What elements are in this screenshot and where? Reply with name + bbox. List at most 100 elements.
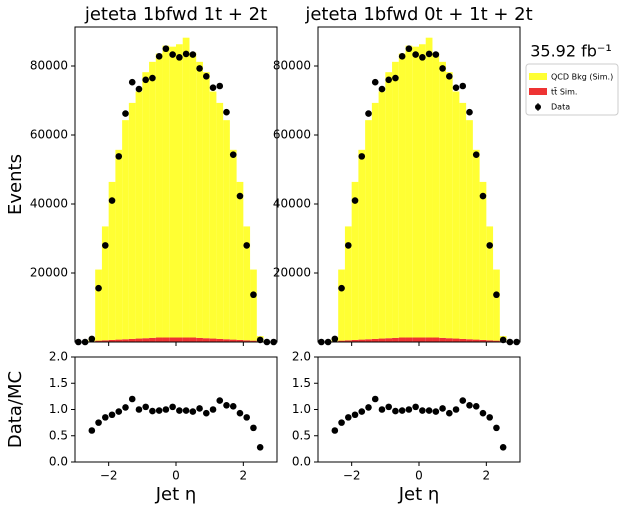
histogram-bar bbox=[236, 181, 244, 340]
data-point bbox=[250, 291, 257, 299]
histogram-bar bbox=[122, 339, 129, 342]
ratio-point bbox=[256, 444, 264, 451]
ratio-point bbox=[378, 406, 386, 413]
histogram-bar bbox=[135, 91, 143, 339]
histogram-bar bbox=[479, 181, 487, 340]
histogram-bar bbox=[169, 337, 176, 342]
histogram-bar bbox=[209, 91, 217, 339]
y-tick-label: 1.0 bbox=[292, 402, 311, 416]
histogram-bar bbox=[452, 338, 460, 342]
y-tick-label: 0.5 bbox=[292, 428, 311, 442]
ratio-point bbox=[95, 419, 102, 426]
histogram-bar bbox=[452, 91, 460, 339]
histogram-bar bbox=[149, 337, 156, 342]
ratio-point bbox=[466, 402, 473, 409]
data-point bbox=[209, 84, 217, 92]
ratio-point bbox=[493, 424, 500, 432]
histogram-bar bbox=[101, 340, 109, 342]
histogram-bar bbox=[365, 120, 372, 340]
data-point bbox=[378, 85, 386, 93]
ratio-point bbox=[385, 403, 393, 411]
ratio-point bbox=[209, 406, 217, 413]
ratio-point bbox=[405, 406, 413, 413]
histogram-bar bbox=[135, 338, 143, 342]
histogram-bar bbox=[493, 340, 500, 342]
data-point bbox=[155, 53, 163, 60]
histogram-bar bbox=[229, 339, 237, 342]
histogram-bar bbox=[202, 72, 210, 339]
data-point bbox=[149, 74, 156, 82]
histogram-bar bbox=[122, 120, 129, 340]
ratio-point bbox=[358, 408, 366, 415]
data-point bbox=[398, 53, 406, 60]
ratio-point bbox=[128, 395, 136, 403]
x-tick-label: 0 bbox=[415, 469, 423, 483]
data-point bbox=[405, 45, 413, 53]
histogram-bar bbox=[385, 338, 393, 342]
data-point bbox=[392, 74, 399, 82]
ratio-point bbox=[412, 403, 419, 411]
ratio-point bbox=[338, 419, 345, 426]
histogram-bar bbox=[142, 72, 150, 339]
histogram-bar bbox=[182, 37, 190, 338]
histogram-bar bbox=[412, 46, 419, 338]
ratio-point bbox=[439, 405, 446, 412]
data-point bbox=[365, 110, 372, 117]
data-point bbox=[142, 76, 149, 84]
histogram-bar bbox=[358, 339, 366, 342]
histogram-bar bbox=[216, 338, 224, 342]
ratio-point bbox=[216, 397, 224, 404]
ratio-point bbox=[365, 404, 372, 411]
histogram-bar bbox=[371, 338, 379, 342]
data-point bbox=[459, 82, 467, 90]
ratio-point bbox=[203, 409, 210, 417]
data-point bbox=[108, 197, 116, 204]
histogram-bar bbox=[392, 61, 399, 338]
ratio-point bbox=[392, 407, 399, 415]
ratio-point bbox=[169, 403, 176, 411]
data-point bbox=[472, 151, 480, 158]
histogram-bar bbox=[405, 337, 413, 342]
histogram-bar bbox=[243, 226, 251, 341]
data-point bbox=[486, 242, 494, 249]
data-point bbox=[419, 54, 426, 61]
histogram-bar bbox=[371, 102, 379, 339]
data-point bbox=[176, 54, 183, 61]
histogram-bar bbox=[338, 269, 345, 341]
ratio-point bbox=[196, 405, 203, 412]
ratio-point bbox=[189, 408, 197, 415]
histogram-bar bbox=[486, 340, 494, 342]
y-tick-label: 60000 bbox=[273, 127, 311, 141]
data-point bbox=[452, 84, 460, 92]
data-point bbox=[128, 78, 136, 86]
histogram-bar bbox=[196, 337, 203, 342]
histogram-bar bbox=[95, 340, 102, 342]
histogram-bar bbox=[344, 226, 352, 341]
histogram-bar bbox=[445, 72, 453, 339]
ratio-point bbox=[472, 403, 480, 410]
histogram-bar bbox=[472, 339, 480, 342]
data-point bbox=[243, 242, 250, 249]
histogram-bar bbox=[209, 338, 217, 342]
histogram-bar bbox=[419, 337, 426, 342]
data-point bbox=[358, 153, 366, 160]
histogram-bar bbox=[101, 226, 109, 341]
y-tick-label: 1.5 bbox=[292, 376, 311, 390]
histogram-bar bbox=[466, 339, 473, 342]
histogram-bar bbox=[385, 72, 393, 339]
histogram-bar bbox=[338, 340, 345, 342]
data-point bbox=[88, 335, 96, 343]
ratio-point bbox=[155, 407, 163, 414]
ratio-point bbox=[182, 407, 190, 414]
histogram-bar bbox=[162, 337, 170, 342]
y-tick-label: 40000 bbox=[273, 196, 311, 210]
y-tick-label: 1.5 bbox=[49, 376, 68, 390]
ratio-point bbox=[432, 408, 440, 415]
y-tick-label: 0.5 bbox=[49, 428, 68, 442]
histogram-bar bbox=[479, 339, 487, 342]
data-point bbox=[135, 85, 143, 93]
y-tick-label: 2.0 bbox=[292, 350, 311, 364]
histogram-bar bbox=[128, 102, 136, 339]
luminosity: 35.92 fb⁻¹ bbox=[530, 42, 612, 61]
